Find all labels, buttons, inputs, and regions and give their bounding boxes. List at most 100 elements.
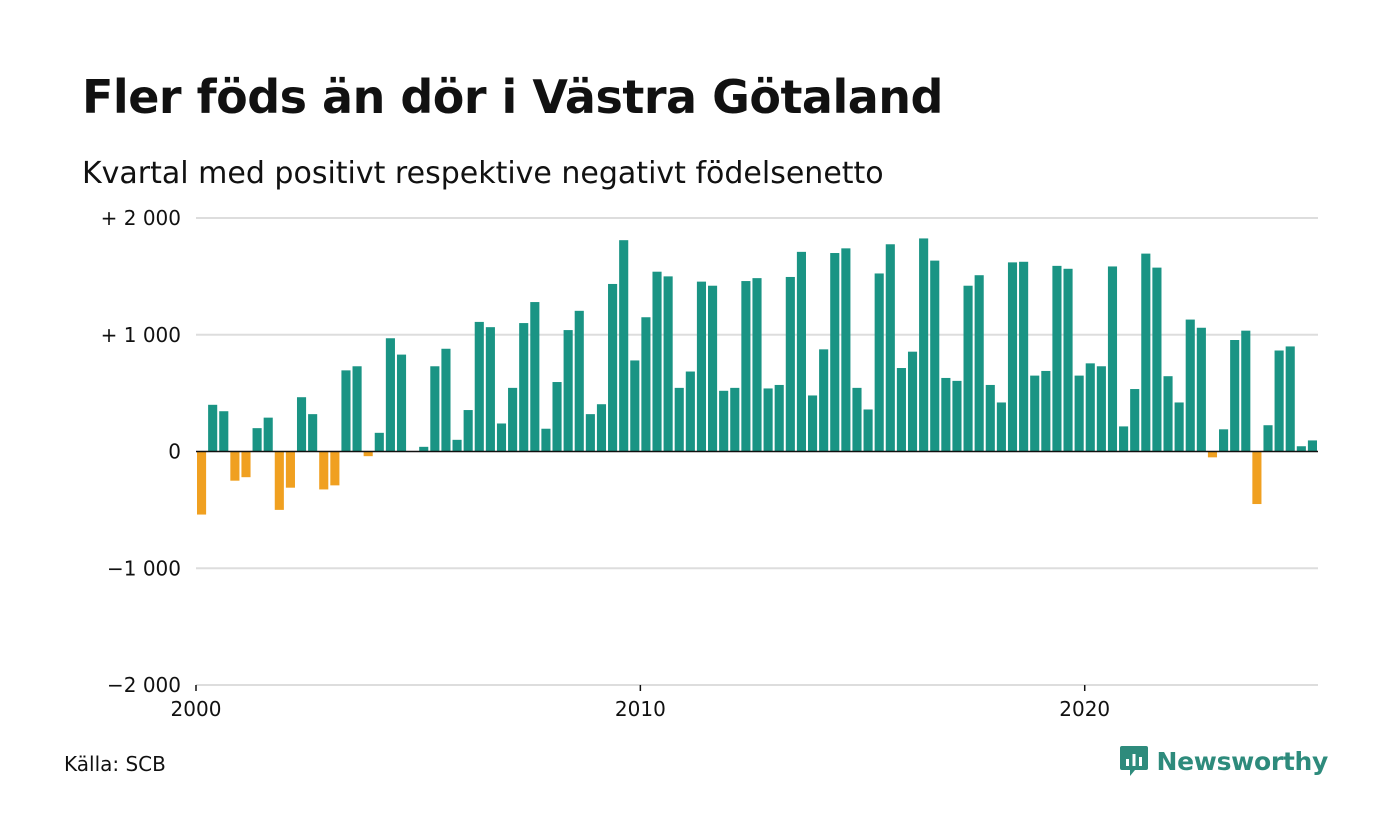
bar-2015-Q1 bbox=[863, 409, 873, 452]
bar-2017-Q4 bbox=[985, 384, 995, 452]
bar-2013-Q3 bbox=[796, 251, 806, 452]
bar-2008-Q4 bbox=[585, 414, 595, 452]
bar-2023-Q1 bbox=[1219, 429, 1229, 452]
bar-2000-Q1 bbox=[197, 451, 207, 515]
bar-2003-Q3 bbox=[352, 366, 362, 452]
bar-2001-Q3 bbox=[263, 417, 273, 452]
bar-2007-Q2 bbox=[519, 323, 529, 452]
bar-2020-Q4 bbox=[1119, 426, 1129, 452]
bar-2020-Q1 bbox=[1085, 363, 1095, 452]
bar-2008-Q3 bbox=[574, 310, 584, 452]
bar-2020-Q2 bbox=[1096, 366, 1106, 452]
bar-2006-Q4 bbox=[496, 423, 507, 452]
bar-2021-Q2 bbox=[1141, 253, 1151, 452]
bar-2012-Q4 bbox=[763, 388, 773, 452]
newsworthy-logo-icon bbox=[1119, 746, 1148, 776]
bar-2007-Q4 bbox=[541, 428, 551, 452]
x-tick-label: 2020 bbox=[1059, 697, 1110, 721]
x-tick-label: 2000 bbox=[171, 697, 222, 721]
bar-2003-Q1 bbox=[330, 451, 340, 486]
bar-2017-Q1 bbox=[952, 380, 962, 452]
bar-2004-Q3 bbox=[396, 354, 407, 452]
bar-2002-Q2 bbox=[296, 397, 307, 452]
bar-2002-Q4 bbox=[319, 451, 329, 490]
y-tick-label: 0 bbox=[168, 440, 181, 464]
bar-2016-Q4 bbox=[941, 377, 951, 452]
x-tick-label: 2010 bbox=[615, 697, 666, 721]
bar-2002-Q1 bbox=[285, 451, 295, 488]
bar-2023-Q4 bbox=[1252, 451, 1262, 505]
bar-2009-Q4 bbox=[630, 360, 640, 452]
brand-logo: Newsworthy bbox=[1119, 744, 1328, 778]
bar-2013-Q2 bbox=[785, 276, 795, 452]
bar-2005-Q4 bbox=[452, 439, 462, 452]
bar-2011-Q2 bbox=[696, 281, 707, 452]
bar-2016-Q1 bbox=[907, 351, 918, 452]
bar-2022-Q3 bbox=[1196, 327, 1206, 452]
bar-2017-Q2 bbox=[963, 285, 973, 452]
bar-2014-Q3 bbox=[841, 248, 851, 452]
bar-2022-Q4 bbox=[1207, 451, 1218, 458]
bar-2023-Q3 bbox=[1241, 330, 1251, 452]
bar-2014-Q4 bbox=[852, 387, 862, 452]
bar-2010-Q1 bbox=[641, 317, 651, 452]
bar-2010-Q2 bbox=[652, 271, 662, 452]
bar-2020-Q3 bbox=[1107, 266, 1118, 452]
bar-2016-Q3 bbox=[930, 260, 940, 452]
chart-subtitle: Kvartal med positivt respektive negativt… bbox=[82, 156, 884, 191]
bar-2024-Q1 bbox=[1263, 425, 1273, 452]
bar-2013-Q1 bbox=[774, 384, 784, 452]
bar-2019-Q3 bbox=[1063, 268, 1073, 452]
source-note: Källa: SCB bbox=[64, 752, 166, 776]
bar-2013-Q4 bbox=[807, 395, 818, 452]
bar-2003-Q2 bbox=[341, 370, 351, 452]
bar-2006-Q2 bbox=[474, 321, 484, 452]
bar-2001-Q1 bbox=[241, 451, 251, 478]
bar-2000-Q3 bbox=[219, 411, 229, 452]
bar-2009-Q2 bbox=[608, 283, 618, 452]
bar-2012-Q2 bbox=[741, 281, 751, 452]
bar-2018-Q3 bbox=[1019, 261, 1029, 452]
bar-2007-Q1 bbox=[508, 387, 518, 452]
bar-2015-Q4 bbox=[896, 368, 906, 452]
bar-2007-Q3 bbox=[530, 302, 540, 452]
bar-2010-Q3 bbox=[663, 276, 673, 452]
bar-2018-Q2 bbox=[1007, 262, 1018, 452]
bar-2024-Q3 bbox=[1285, 346, 1295, 452]
bar-2006-Q3 bbox=[485, 327, 495, 452]
bar-2021-Q4 bbox=[1163, 376, 1173, 452]
y-tick-label: −2 000 bbox=[107, 673, 181, 697]
chart-title: Fler föds än dör i Västra Götaland bbox=[82, 70, 943, 124]
bar-2024-Q2 bbox=[1274, 350, 1284, 452]
bar-2008-Q1 bbox=[552, 382, 562, 452]
bar-2018-Q1 bbox=[996, 402, 1006, 452]
bar-2014-Q1 bbox=[819, 349, 829, 452]
bar-2012-Q3 bbox=[752, 278, 762, 452]
bar-2005-Q3 bbox=[441, 348, 451, 452]
bar-2001-Q4 bbox=[274, 451, 284, 510]
bar-2008-Q2 bbox=[563, 330, 573, 452]
bar-2002-Q3 bbox=[308, 414, 318, 452]
bar-2021-Q1 bbox=[1130, 389, 1140, 452]
bar-2009-Q3 bbox=[619, 240, 629, 452]
bar-2005-Q2 bbox=[430, 366, 440, 452]
bar-2011-Q1 bbox=[685, 371, 695, 452]
bar-2012-Q1 bbox=[730, 387, 740, 452]
bar-2017-Q3 bbox=[974, 275, 984, 452]
bar-2004-Q1 bbox=[374, 432, 384, 452]
bar-2021-Q3 bbox=[1152, 267, 1162, 452]
bar-2015-Q2 bbox=[874, 273, 884, 452]
bar-2018-Q4 bbox=[1030, 375, 1040, 452]
bar-2019-Q4 bbox=[1074, 375, 1084, 452]
bar-2014-Q2 bbox=[830, 253, 840, 452]
bar-2023-Q2 bbox=[1230, 340, 1240, 452]
bar-2011-Q3 bbox=[708, 285, 718, 452]
bar-2019-Q2 bbox=[1052, 265, 1062, 452]
bar-2011-Q4 bbox=[719, 390, 729, 452]
bars bbox=[197, 238, 1317, 515]
bar-2010-Q4 bbox=[674, 387, 684, 452]
bar-2004-Q2 bbox=[385, 338, 395, 452]
bar-2000-Q4 bbox=[230, 451, 240, 481]
